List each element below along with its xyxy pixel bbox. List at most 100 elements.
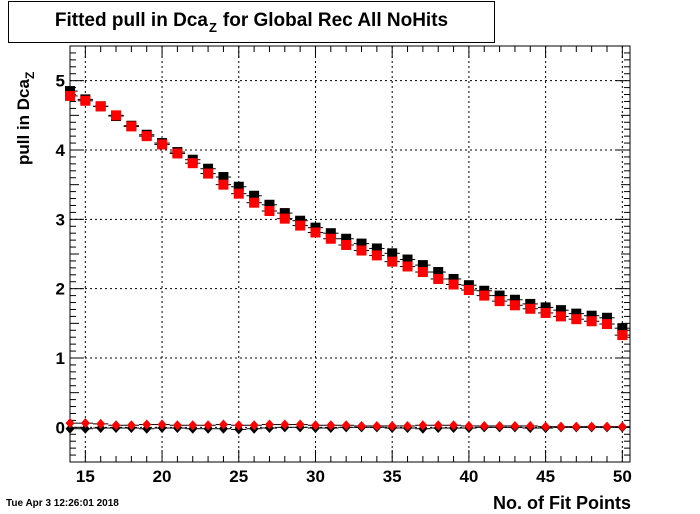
data-point (403, 420, 413, 431)
data-point (65, 418, 75, 429)
y-axis-label-subscript: Z (23, 71, 37, 80)
data-point (601, 319, 612, 330)
data-point (556, 421, 566, 432)
data-point (249, 190, 260, 201)
data-point (479, 420, 489, 431)
data-point (264, 199, 275, 210)
data-point (172, 420, 182, 431)
data-point (448, 279, 459, 290)
data-point (509, 300, 520, 311)
data-point (341, 233, 352, 244)
data-point (142, 419, 152, 430)
data-point (295, 419, 305, 430)
data-point (218, 419, 228, 430)
data-point (372, 420, 382, 431)
timestamp: Tue Apr 3 12:26:01 2018 (6, 498, 119, 509)
x-tick-label: 20 (153, 467, 172, 486)
data-point (433, 273, 444, 284)
x-tick-label: 50 (613, 467, 632, 486)
data-point (141, 131, 152, 142)
data-markers (65, 86, 630, 435)
data-point (188, 420, 198, 431)
data-point (126, 121, 137, 132)
data-point (402, 261, 413, 272)
data-point (264, 206, 275, 217)
data-point (587, 421, 597, 432)
data-point (356, 245, 367, 256)
data-point (525, 303, 536, 314)
y-tick-label: 0 (56, 418, 65, 437)
x-axis-label: No. of Fit Points (493, 493, 631, 513)
data-point (187, 158, 198, 169)
data-point (433, 267, 444, 278)
data-point (617, 323, 628, 334)
data-point (540, 307, 551, 318)
data-point (540, 302, 551, 313)
data-point (310, 227, 321, 238)
data-point (402, 254, 413, 265)
x-tick-label: 30 (306, 467, 325, 486)
data-point (387, 420, 397, 431)
data-point (96, 418, 106, 429)
data-point (602, 421, 612, 432)
data-point (325, 233, 336, 244)
data-point (279, 213, 290, 224)
data-point (341, 420, 351, 431)
y-tick-label: 2 (56, 280, 65, 299)
data-point (234, 420, 244, 431)
data-point (555, 311, 566, 322)
y-tick-label: 3 (56, 210, 65, 229)
data-point (157, 139, 168, 150)
data-point (494, 296, 505, 307)
axes (69, 45, 631, 463)
series-1 (65, 90, 630, 341)
data-point (586, 310, 597, 321)
x-tick-label: 15 (76, 467, 95, 486)
data-point (111, 110, 122, 121)
data-point (341, 239, 352, 250)
data-point (80, 95, 91, 106)
y-tick-label: 4 (56, 141, 66, 160)
x-tick-label: 45 (536, 467, 555, 486)
data-point (494, 290, 505, 301)
data-point (433, 420, 443, 431)
data-point (479, 290, 490, 301)
data-point (510, 420, 520, 431)
data-point (264, 419, 274, 430)
data-point (387, 256, 398, 267)
x-tick-label: 40 (459, 467, 478, 486)
data-point (126, 420, 136, 431)
data-point (617, 330, 628, 341)
data-point (249, 197, 260, 208)
data-point (249, 420, 259, 431)
data-point (325, 228, 336, 239)
data-point (356, 238, 367, 249)
y-axis-label-text: pull in Dca (14, 79, 33, 165)
data-point (65, 90, 75, 101)
data-point (449, 420, 459, 431)
data-point (233, 181, 244, 192)
data-point (65, 423, 75, 434)
data-point (464, 420, 474, 431)
data-point (218, 179, 229, 190)
plot-frame (69, 45, 631, 463)
data-point (157, 419, 167, 430)
data-point (418, 420, 428, 431)
x-tick-label: 25 (229, 467, 248, 486)
data-point (463, 285, 474, 296)
data-point (525, 420, 535, 431)
chart-title: Fitted pull in DcaZ for Global Rec All No… (9, 10, 494, 35)
data-point (509, 294, 520, 305)
data-point (448, 273, 459, 284)
data-point (357, 420, 367, 431)
data-point (541, 421, 551, 432)
data-point (280, 419, 290, 430)
y-tick-label: 1 (56, 349, 65, 368)
data-point (387, 248, 398, 259)
data-point (80, 423, 90, 434)
data-point (80, 418, 90, 429)
data-point (111, 420, 121, 431)
data-point (233, 188, 244, 199)
data-point (95, 101, 106, 112)
